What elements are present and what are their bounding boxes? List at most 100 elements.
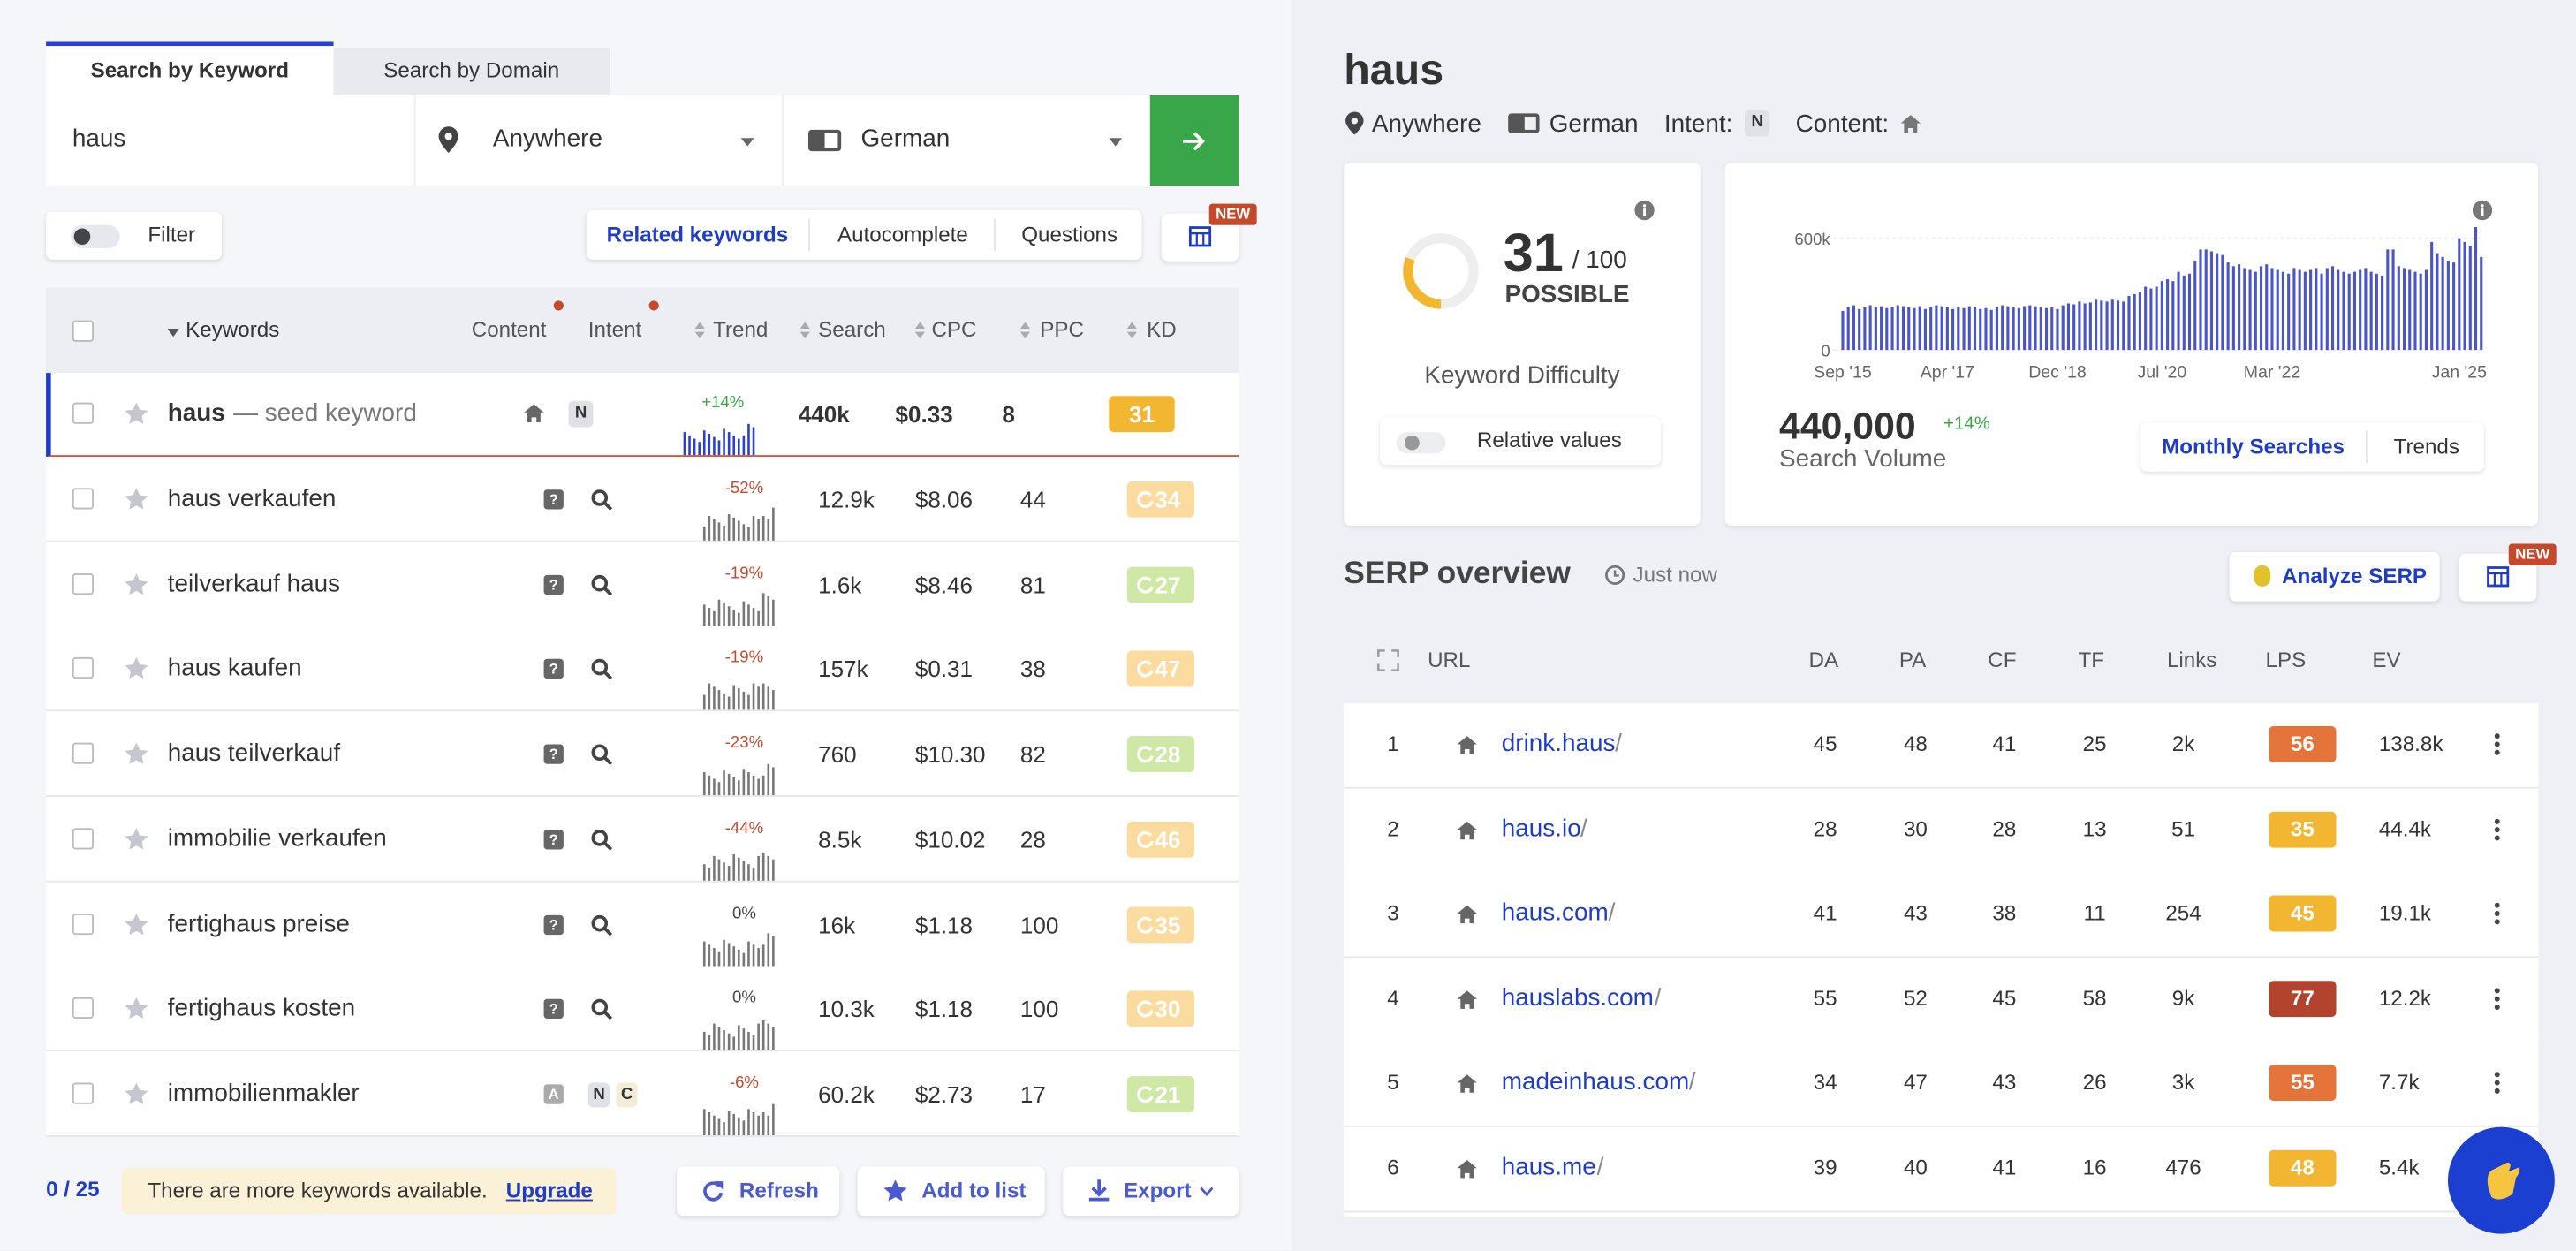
x-tick-label: Apr '17: [1921, 363, 1974, 383]
serp-domain[interactable]: haus.io: [1501, 814, 1581, 843]
intent-badge: N: [1745, 110, 1770, 137]
keyword[interactable]: haus teilverkauf: [167, 739, 341, 768]
keyword-tab[interactable]: Questions: [994, 218, 1143, 252]
row-checkbox[interactable]: [72, 997, 95, 1020]
keyword[interactable]: fertighaus preise: [167, 909, 350, 937]
bar: [2216, 253, 2219, 351]
language-select[interactable]: [782, 95, 1150, 186]
search-volume: 157k: [818, 656, 868, 683]
bar: [2446, 260, 2450, 351]
difficulty-label: Keyword Difficulty: [1424, 361, 1620, 390]
keyword[interactable]: haus verkaufen: [167, 484, 337, 513]
keyword[interactable]: fertighaus kosten: [167, 994, 356, 1023]
volume-tab[interactable]: Trends: [2365, 430, 2486, 464]
meta-location: Anywhere: [1371, 110, 1481, 139]
row-checkbox[interactable]: [72, 657, 95, 679]
serp-domain[interactable]: madeinhaus.com: [1501, 1068, 1690, 1097]
refresh-icon: [1137, 746, 1154, 763]
search-volume: 440k: [798, 400, 850, 428]
serp-links: 254: [2165, 900, 2201, 926]
location-select[interactable]: [413, 95, 783, 186]
bar: [2386, 249, 2390, 351]
bulb-icon: [2254, 565, 2271, 587]
star-icon: [125, 572, 148, 595]
bar: [2088, 302, 2092, 351]
lps-badge: 48: [2269, 1149, 2337, 1187]
more-icon: [2494, 818, 2500, 840]
row-checkbox[interactable]: [72, 913, 95, 935]
keyword[interactable]: immobilienmakler: [167, 1079, 360, 1108]
keyword-row: [46, 796, 1239, 883]
keyword[interactable]: immobilie verkaufen: [167, 824, 387, 853]
header-kd: KD: [1147, 316, 1177, 342]
bar: [2276, 269, 2279, 351]
bar: [2347, 273, 2351, 351]
trend-sparkline: [702, 1103, 775, 1135]
tab-active[interactable]: [46, 41, 334, 97]
sort-icon: [1126, 322, 1137, 339]
bar: [1995, 307, 1998, 351]
serp-header: DA: [1808, 647, 1839, 672]
bar: [2166, 279, 2170, 351]
bar: [1880, 306, 1883, 351]
bar: [2226, 262, 2230, 351]
dot: [648, 300, 659, 311]
info-icon: [1634, 200, 1655, 221]
serp-domain[interactable]: hauslabs.com: [1501, 983, 1654, 1012]
trend-change: +14%: [701, 394, 745, 413]
selection-count: 0 / 25: [46, 1176, 100, 1202]
upgrade-link[interactable]: Upgrade: [505, 1178, 593, 1203]
bar: [2100, 300, 2103, 351]
bar: [2012, 307, 2015, 351]
keyword[interactable]: teilverkauf haus: [167, 569, 341, 598]
serp-header: EV: [2372, 647, 2401, 672]
volume-tabs: [2140, 421, 2484, 472]
serp-domain[interactable]: haus.com: [1501, 898, 1609, 928]
bar: [1989, 309, 1993, 351]
serp-time: Just now: [1633, 562, 1717, 587]
volume-tab[interactable]: Monthly Searches: [2162, 433, 2345, 459]
row-checkbox[interactable]: [72, 1082, 95, 1104]
keyword-tab[interactable]: Autocomplete: [807, 218, 996, 252]
bar: [1885, 307, 1889, 351]
pin-icon: [1345, 111, 1364, 135]
row-checkbox[interactable]: [72, 488, 95, 510]
bar: [1868, 305, 1872, 351]
volume-change: +14%: [1943, 413, 1990, 434]
ppc: 28: [1019, 826, 1046, 853]
header-search: Search: [818, 316, 886, 342]
tab-inactive[interactable]: [333, 47, 610, 97]
tab-label: Search by Domain: [383, 57, 560, 82]
search-input[interactable]: [46, 95, 414, 186]
lps-badge: 55: [2269, 1065, 2337, 1102]
bar: [2116, 300, 2120, 351]
switch-knob: [1405, 435, 1420, 451]
serp-domain[interactable]: haus.me: [1501, 1153, 1596, 1182]
ppc: 17: [1019, 1080, 1046, 1108]
home-icon: [1457, 736, 1477, 754]
serp-da: 28: [1813, 815, 1837, 841]
seed-row: [46, 373, 1239, 457]
difficulty-verdict: POSSIBLE: [1504, 281, 1630, 309]
serp-path: /: [1580, 814, 1587, 843]
trend-change: -19%: [724, 565, 764, 583]
row-checkbox[interactable]: [72, 572, 95, 595]
row-checkbox[interactable]: [72, 402, 95, 424]
rank: 5: [1387, 1070, 1399, 1096]
row-checkbox[interactable]: [72, 742, 95, 764]
star-icon: [125, 827, 148, 850]
bar: [1967, 306, 1971, 351]
keyword-tab[interactable]: Related keywords: [606, 222, 789, 246]
columns-icon: [1188, 226, 1212, 247]
serp-domain[interactable]: drink.haus: [1501, 729, 1616, 758]
ppc: 100: [1019, 911, 1059, 937]
trend-sparkline: [702, 932, 775, 966]
row-checkbox[interactable]: [72, 827, 95, 850]
bar: [2281, 271, 2285, 351]
cpc: $0.33: [895, 400, 953, 428]
bar: [2006, 306, 2010, 351]
bar: [1979, 308, 1982, 351]
keyword[interactable]: haus kaufen: [167, 654, 302, 683]
dot: [553, 300, 564, 311]
